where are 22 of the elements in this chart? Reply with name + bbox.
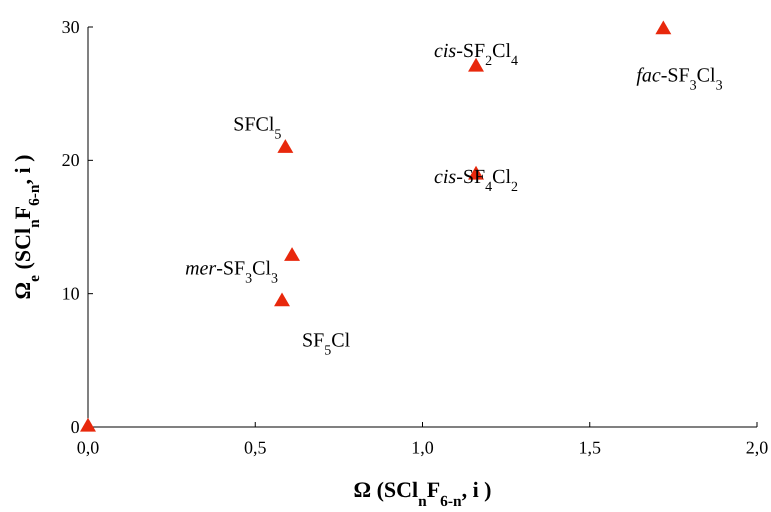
x-tick-label: 1,0 [411,437,434,458]
x-tick-label: 1,5 [578,437,601,458]
annotation: mer-SF$_{3}$Cl$_{3}$ [185,257,278,286]
point [274,292,290,306]
annotation: SFCl$_{5}$ [233,113,282,142]
x-tick-label: 2,0 [746,437,768,458]
point [277,139,294,153]
point [655,20,672,34]
point [284,247,300,261]
y-tick-label: 0 [70,416,80,437]
x-axis-title: Ω (SCl$_{n}$F$_{6-n}$, i ) [353,477,492,510]
point [80,418,96,432]
annotation: SF$_{5}$Cl [302,330,351,358]
annotation: fac-SF$_{3}$Cl$_{3}$ [636,64,723,94]
y-tick-label: 30 [62,16,80,37]
point [468,58,484,72]
y-tick-label: 20 [62,150,80,170]
x-tick-label: 0,0 [76,437,100,458]
y-tick-label: 10 [62,283,80,304]
annotation: cis-SF$_{2}$Cl$_{4}$ [434,40,518,68]
x-tick-label: 0,5 [244,437,266,458]
annotation: cis-SF$_{4}$Cl$_{2}$ [434,166,518,194]
